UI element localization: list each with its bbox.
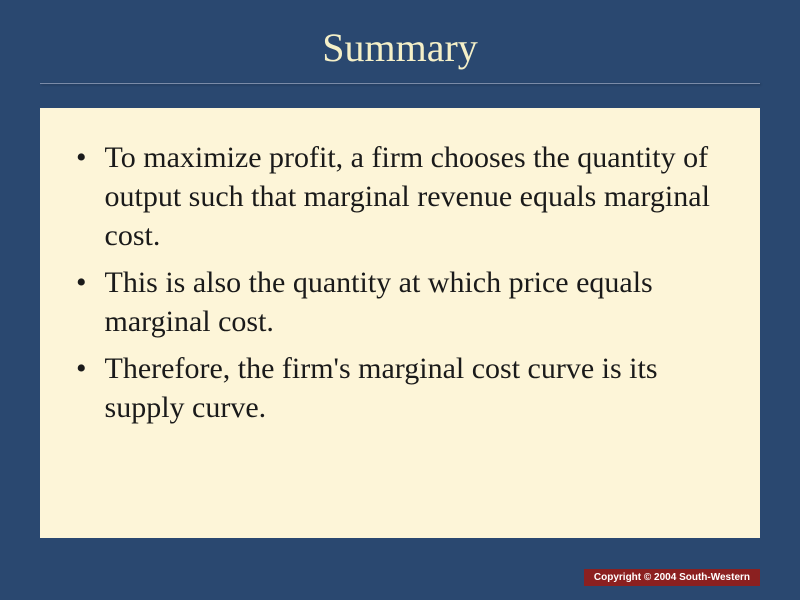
bullet-text: To maximize profit, a firm chooses the q… — [105, 138, 732, 255]
bullet-text: Therefore, the firm's marginal cost curv… — [105, 349, 732, 427]
bullet-text: This is also the quantity at which price… — [105, 263, 732, 341]
bullet-marker: • — [76, 263, 87, 302]
bullet-marker: • — [76, 138, 87, 177]
list-item: • To maximize profit, a firm chooses the… — [68, 138, 732, 255]
slide-title: Summary — [0, 0, 800, 83]
bullet-list: • To maximize profit, a firm chooses the… — [68, 138, 732, 427]
copyright-banner: Copyright © 2004 South-Western — [584, 569, 760, 586]
title-underline — [40, 83, 760, 84]
list-item: • Therefore, the firm's marginal cost cu… — [68, 349, 732, 427]
list-item: • This is also the quantity at which pri… — [68, 263, 732, 341]
content-box: • To maximize profit, a firm chooses the… — [40, 108, 760, 538]
bullet-marker: • — [76, 349, 87, 388]
